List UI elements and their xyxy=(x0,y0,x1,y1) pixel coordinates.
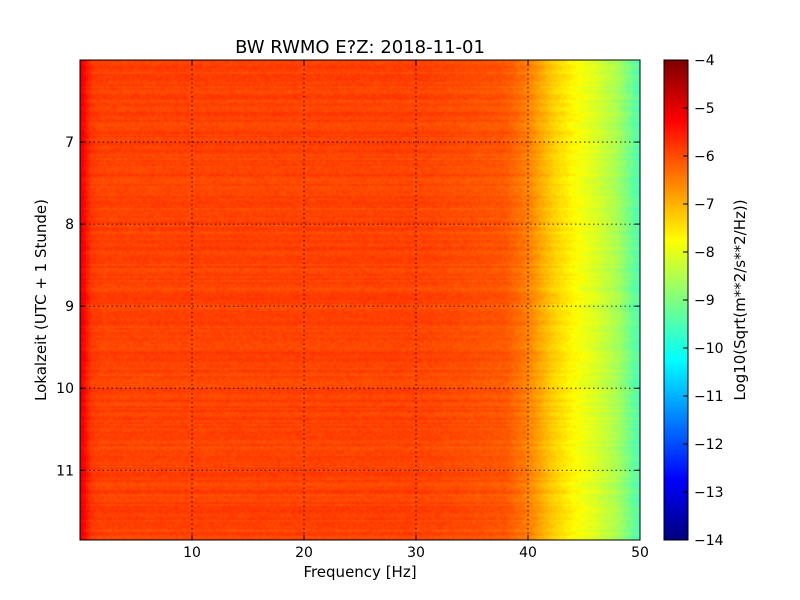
colorbar-tick-label: −6 xyxy=(694,149,715,165)
y-axis-ticks: 7 8 9 10 11 xyxy=(56,135,640,479)
x-tick-label: 20 xyxy=(295,545,313,561)
colorbar-tick-label: −9 xyxy=(694,293,715,309)
plot-frame xyxy=(79,59,641,541)
y-tick-label: 10 xyxy=(56,381,74,397)
x-tick-label: 50 xyxy=(631,545,649,561)
x-tick-label: 10 xyxy=(183,545,201,561)
x-tick-label: 30 xyxy=(407,545,425,561)
y-axis-label: Lokalzeit (UTC + 1 Stunde) xyxy=(32,199,50,401)
y-tick-label: 11 xyxy=(56,463,74,479)
y-tick-label: 7 xyxy=(65,135,74,151)
colorbar-ticks: −4 −5 −6 −7 −8 −9 −10 −11 −12 −13 −14 xyxy=(683,53,724,549)
colorbar-tick-label: −4 xyxy=(694,53,715,69)
colorbar-tick-label: −13 xyxy=(694,485,724,501)
colorbar-tick-label: −14 xyxy=(694,533,724,549)
y-tick-label: 8 xyxy=(65,217,74,233)
grid-lines xyxy=(80,60,640,540)
chart-title: BW RWMO E?Z: 2018-11-01 xyxy=(235,37,485,58)
colorbar-tick-label: −7 xyxy=(694,197,715,213)
colorbar-tick-label: −12 xyxy=(694,437,724,453)
heatmap-image xyxy=(80,60,640,540)
x-tick-label: 40 xyxy=(519,545,537,561)
colorbar-tick-label: −10 xyxy=(694,341,724,357)
colorbar-tick-label: −5 xyxy=(694,101,715,117)
colorbar-tick-label: −11 xyxy=(694,389,724,405)
colorbar-label: Log10(Sqrt(m**2/s**2/Hz)) xyxy=(731,199,749,400)
colorbar-tick-label: −8 xyxy=(694,245,715,261)
colorbar: −4 −5 −6 −7 −8 −9 −10 −11 −12 −13 −14 xyxy=(663,53,724,549)
heatmap xyxy=(80,60,640,540)
y-tick-label: 9 xyxy=(65,299,74,315)
x-axis-ticks: 10 20 30 40 50 xyxy=(183,60,649,561)
x-axis-label: Frequency [Hz] xyxy=(303,563,416,581)
